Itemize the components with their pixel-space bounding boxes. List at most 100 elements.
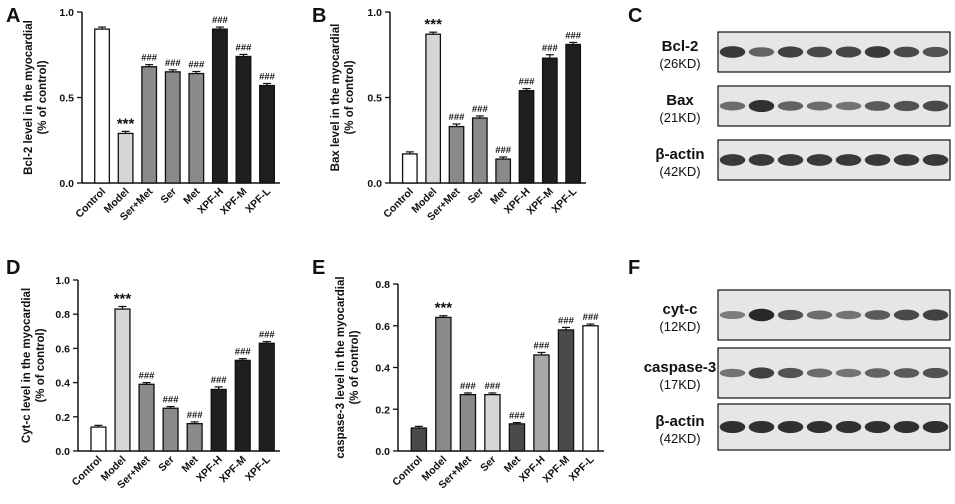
x-tick-label: XPF-L <box>243 185 273 215</box>
y-tick-label: 0.0 <box>367 178 382 190</box>
significance-hashes: ### <box>236 42 253 53</box>
blot-protein-label: caspase-3 <box>644 359 717 376</box>
blot-band <box>864 101 891 111</box>
blot-band <box>893 368 920 378</box>
y-tick-label: 0.8 <box>55 309 70 321</box>
bar-met <box>495 158 512 184</box>
blot-band <box>893 100 920 112</box>
bar-xpf-m <box>557 329 575 452</box>
blot-band <box>864 420 891 434</box>
y-tick-label: 0.6 <box>375 321 390 333</box>
x-tick-label: Ser <box>465 186 485 206</box>
blot-band <box>806 310 833 320</box>
bar-ser-met <box>141 66 158 184</box>
blot-band <box>748 420 775 434</box>
blot-band <box>922 367 949 379</box>
blot-protein-label: β-actin <box>655 413 704 430</box>
blot-protein-label: Bax <box>666 92 694 109</box>
bar-met <box>508 423 526 452</box>
blot-band <box>719 46 746 58</box>
significance-hashes: ### <box>187 410 204 421</box>
blot-band <box>835 420 862 434</box>
panel-letter: B <box>312 5 326 27</box>
bar-ser-met <box>138 383 155 452</box>
y-axis-label-line2: (% of control) <box>349 330 361 404</box>
blot-band <box>922 309 949 321</box>
significance-hashes: ### <box>188 60 205 71</box>
blot-band <box>922 100 949 112</box>
y-tick-label: 0.0 <box>55 446 70 458</box>
x-tick-label: XPF-L <box>567 453 597 483</box>
blot-protein-label: Bcl-2 <box>662 38 699 55</box>
bar-control <box>401 153 418 184</box>
x-tick-label: Ser <box>156 454 176 474</box>
x-tick-label: Ser <box>478 454 498 474</box>
y-axis-label-line2: (% of control) <box>37 60 49 134</box>
blot-kd-label: (12KD) <box>659 319 700 334</box>
bar-ser <box>162 407 179 452</box>
blot-band <box>806 101 833 111</box>
bar-model <box>117 132 134 184</box>
blot-band <box>835 310 862 320</box>
panel-letter: E <box>312 257 325 279</box>
significance-hashes: ### <box>139 371 156 382</box>
significance-hashes: ### <box>542 43 559 54</box>
blot-band <box>864 154 891 166</box>
x-tick-label: Control <box>70 454 105 489</box>
panel-letter: A <box>6 5 20 27</box>
blot-band <box>893 46 920 58</box>
bar-control <box>90 426 107 452</box>
blot-kd-label: (42KD) <box>659 164 700 179</box>
bar-ser-met <box>459 393 477 452</box>
y-tick-label: 0.6 <box>55 343 70 355</box>
x-tick-label: Ser <box>158 186 178 206</box>
bar-xpf-l <box>582 325 599 452</box>
blot-band <box>719 101 746 111</box>
chart-panel-d: D 0.0 0.2 0.4 0.6 0.8 1.0 Cyt-c level in the my… <box>6 257 280 491</box>
blot-band <box>893 309 920 321</box>
bar-xpf-h <box>210 388 227 452</box>
significance-hashes: ### <box>534 340 551 351</box>
y-axis-label: Bax level in the myocardial (% of control… <box>330 24 356 172</box>
blot-band <box>922 46 949 58</box>
blot-band <box>893 154 920 166</box>
significance-hashes: ### <box>212 15 229 26</box>
x-tick-label: XPF-M <box>541 453 573 485</box>
blot-band <box>922 420 949 434</box>
blot-band <box>864 310 891 320</box>
blot-band <box>748 47 775 57</box>
blot-row--actin: β-actin(42KD) <box>655 403 951 451</box>
blot-band <box>777 46 804 58</box>
bar-model <box>425 33 442 184</box>
significance-hashes: ### <box>449 112 466 123</box>
y-tick-label: 1.0 <box>55 275 70 287</box>
panel-letter: C <box>628 5 642 27</box>
chart-panel-a: A 0.0 0.5 1.0 Bcl-2 level in the myocardial(… <box>6 5 280 223</box>
significance-hashes: ### <box>460 381 477 392</box>
blot-band <box>864 368 891 378</box>
significance-hashes: ### <box>509 411 526 422</box>
y-tick-label: 0.5 <box>367 93 382 105</box>
blot-row-caspase-3: caspase-3(17KD) <box>644 347 951 399</box>
significance-hashes: ### <box>484 381 501 392</box>
bar-met <box>186 422 203 452</box>
y-axis-label: Bcl-2 level in the myocardial (% of contr… <box>23 20 49 175</box>
x-tick-label: Control <box>390 454 425 489</box>
blot-band <box>777 154 804 166</box>
blot-kd-label: (21KD) <box>659 110 700 125</box>
bar-model <box>114 308 131 452</box>
y-tick-label: 0.0 <box>375 446 390 458</box>
significance-hashes: ### <box>519 77 536 88</box>
bar-ser-met <box>448 125 465 184</box>
x-tick-label: XPF-L <box>243 453 273 483</box>
significance-stars: *** <box>435 300 453 317</box>
bar-met <box>188 72 205 184</box>
blot-band <box>806 420 833 434</box>
x-tick-label: XPF-M <box>218 185 250 217</box>
bar-ser <box>164 71 181 184</box>
significance-hashes: ### <box>259 71 276 82</box>
bar-ser <box>484 393 501 452</box>
significance-hashes: ### <box>235 347 252 358</box>
significance-hashes: ### <box>141 53 158 64</box>
